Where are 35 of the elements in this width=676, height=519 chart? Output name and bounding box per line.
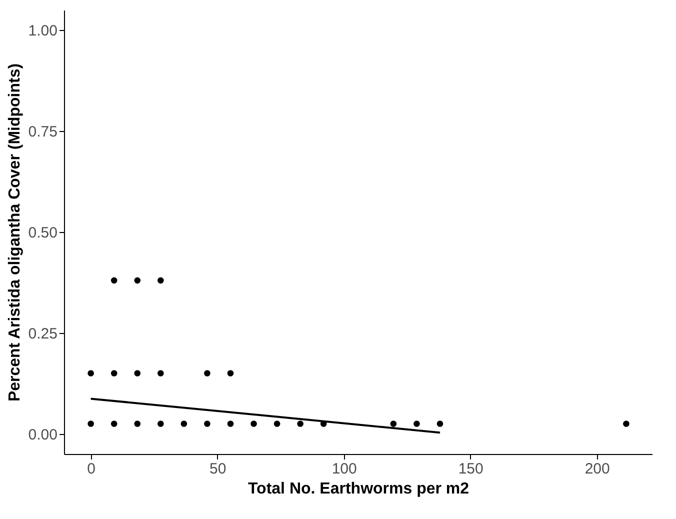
y-tick-label: 0.00 bbox=[28, 426, 58, 444]
y-tick-label: 1.00 bbox=[28, 22, 58, 40]
point bbox=[110, 420, 118, 427]
point bbox=[157, 420, 164, 427]
point bbox=[204, 370, 210, 376]
y-axis-title: Percent Aristida oligantha Cover (Midpoints) bbox=[6, 63, 24, 402]
point bbox=[274, 420, 280, 427]
point bbox=[180, 420, 188, 427]
point bbox=[110, 370, 118, 376]
y-tick-label: 0.25 bbox=[28, 325, 58, 342]
point bbox=[414, 420, 420, 427]
point bbox=[436, 420, 444, 427]
point bbox=[157, 277, 164, 284]
point bbox=[134, 370, 141, 376]
point bbox=[134, 420, 141, 427]
y-tick-label: 0.50 bbox=[28, 224, 58, 242]
point bbox=[204, 420, 210, 427]
x-tick-label: 0 bbox=[87, 460, 96, 478]
point bbox=[623, 420, 630, 427]
x-tick-label: 150 bbox=[458, 460, 484, 478]
y-tick-label: 0.75 bbox=[28, 124, 58, 141]
x-tick-label: 50 bbox=[209, 460, 226, 478]
point bbox=[134, 277, 141, 284]
point bbox=[250, 420, 257, 427]
x-tick-label: 100 bbox=[332, 460, 357, 478]
point bbox=[157, 370, 164, 376]
point bbox=[88, 420, 94, 427]
point bbox=[227, 370, 234, 376]
point bbox=[88, 370, 94, 376]
point bbox=[227, 420, 234, 427]
x-tick-label: 200 bbox=[584, 460, 610, 478]
x-axis-title: Total No. Earthworms per m2 bbox=[248, 480, 470, 498]
point bbox=[390, 420, 397, 427]
point bbox=[297, 420, 304, 427]
point bbox=[110, 277, 118, 284]
